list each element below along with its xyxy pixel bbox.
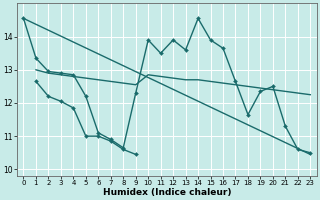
- X-axis label: Humidex (Indice chaleur): Humidex (Indice chaleur): [103, 188, 231, 197]
